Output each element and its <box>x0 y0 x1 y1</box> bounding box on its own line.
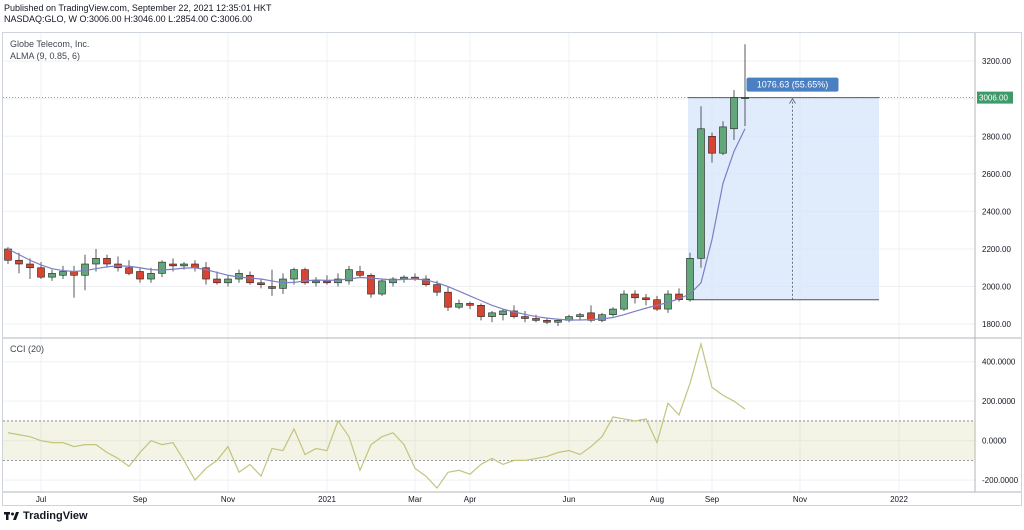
candle-body <box>620 293 628 310</box>
candle-body <box>697 128 705 259</box>
cci-axis-label: 200.0000 <box>982 397 1016 406</box>
measure-label-box <box>746 77 839 92</box>
last-price-badge <box>977 91 1013 104</box>
price-axis-label: 2600.00 <box>982 170 1011 179</box>
brand-name: TradingView <box>23 510 88 522</box>
candle-body <box>268 286 276 289</box>
candle-body <box>631 293 639 299</box>
candle-body <box>433 284 441 293</box>
candle-body <box>169 263 177 267</box>
candle-body <box>510 310 518 317</box>
ohlc-readout: NASDAQ:GLO, W O:3006.00 H:3046.00 L:2854… <box>4 14 253 24</box>
candle-body <box>741 97 749 99</box>
candle-body <box>477 305 485 317</box>
cci-axis-label: -200.0000 <box>982 476 1019 485</box>
published-text: Published on TradingView.com, September … <box>4 3 272 13</box>
measure-label: 1076.63 (55.65%) <box>757 80 829 90</box>
candle-body <box>279 278 287 289</box>
candle-body <box>367 274 375 295</box>
candle-body <box>158 261 166 274</box>
candle-body <box>334 278 342 284</box>
candle-body <box>345 269 353 282</box>
candle-body <box>26 263 34 269</box>
tradingview-logo-icon <box>4 511 20 521</box>
alma-legend: ALMA (9, 0.85, 6) <box>10 51 81 61</box>
time-axis-label: Mar <box>408 495 422 504</box>
candle-body <box>48 273 56 278</box>
chart-legend: Globe Telecom, Inc. ALMA (9, 0.85, 6) <box>10 38 89 62</box>
candle-body <box>686 258 694 300</box>
candle-body <box>202 267 210 280</box>
cci-band <box>3 420 975 461</box>
candle-body <box>598 314 606 321</box>
candle-body <box>543 320 551 323</box>
candle-body <box>389 278 397 284</box>
price-axis-label: 1800.00 <box>982 320 1011 329</box>
price-axis-label: 2000.00 <box>982 283 1011 292</box>
time-axis-label: Nov <box>221 495 235 504</box>
candle-body <box>147 273 155 280</box>
candle-body <box>37 267 45 278</box>
candle-body <box>125 267 133 274</box>
chart-frame <box>2 32 1022 506</box>
candle-body <box>719 126 727 154</box>
cci-legend: CCI (20) <box>10 344 45 354</box>
footer-brand: TradingView <box>4 510 88 522</box>
candle-body <box>378 280 386 295</box>
time-axis-label: Jul <box>36 495 46 504</box>
candle-body <box>213 278 221 284</box>
alma-line <box>7 128 746 321</box>
candle-body <box>92 258 100 265</box>
candle-body <box>323 280 331 284</box>
candle-body <box>136 271 144 280</box>
price-axis-label: 2400.00 <box>982 207 1011 216</box>
measure-arrow-head <box>789 97 796 104</box>
price-axis-label: 3200.00 <box>982 57 1011 66</box>
candle-body <box>730 97 738 130</box>
candle-body <box>257 282 265 285</box>
cci-axis-label: 0.0000 <box>982 437 1007 446</box>
candle-body <box>466 303 474 306</box>
candle-body <box>532 318 540 321</box>
candle-body <box>499 310 507 316</box>
time-axis-label: Apr <box>464 495 477 504</box>
candle-body <box>103 258 111 265</box>
measure-box <box>688 97 879 300</box>
price-axis-label: 2200.00 <box>982 245 1011 254</box>
time-axis-label: Sep <box>133 495 148 504</box>
candle-body <box>708 135 716 154</box>
candle-body <box>246 274 254 284</box>
candle-body <box>554 320 562 323</box>
last-price-label: 3006.00 <box>979 94 1008 103</box>
cci-axis-label: 400.0000 <box>982 358 1016 367</box>
candle-body <box>521 316 529 319</box>
candle-body <box>290 269 298 280</box>
candle-body <box>180 263 188 267</box>
time-axis-label: Nov <box>793 495 807 504</box>
time-axis-label: Aug <box>650 495 664 504</box>
candle-body <box>444 291 452 308</box>
candle-body <box>609 308 617 316</box>
candle-body <box>356 271 364 276</box>
symbol-name: Globe Telecom, Inc. <box>10 39 90 49</box>
candle-body <box>301 269 309 284</box>
candle-body <box>587 312 595 321</box>
header: Published on TradingView.com, September … <box>4 3 272 25</box>
time-axis-label: Jun <box>563 495 576 504</box>
time-axis-label: Sep <box>705 495 720 504</box>
candle-body <box>422 278 430 285</box>
candle-body <box>488 312 496 317</box>
time-axis-label: 2022 <box>890 495 908 504</box>
candle-body <box>312 280 320 284</box>
candle-body <box>15 259 23 265</box>
candle-body <box>455 303 463 308</box>
candle-body <box>576 314 584 317</box>
time-axis-label: 2021 <box>318 495 336 504</box>
candle-body <box>59 271 67 276</box>
candle-body <box>224 278 232 284</box>
candle-body <box>642 297 650 300</box>
price-axis-label: 2800.00 <box>982 132 1011 141</box>
cci-line <box>7 341 746 490</box>
